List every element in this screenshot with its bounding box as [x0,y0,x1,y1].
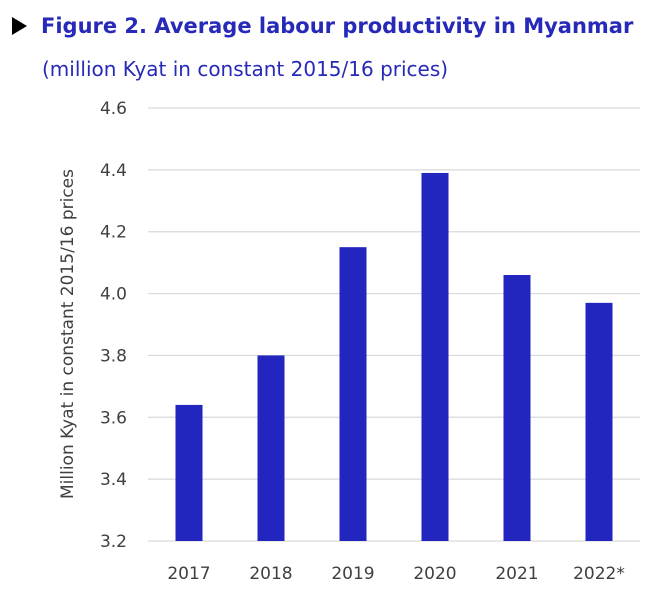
gridlines [148,107,640,542]
y-tick-label: 3.6 [100,408,127,428]
x-axis-ticks: 2017 2018 2019 2020 2021 2022* [167,564,625,584]
y-tick-label: 3.8 [100,346,127,366]
x-tick-label: 2017 [167,564,210,584]
y-tick-label: 4.6 [100,99,127,119]
y-tick-label: 3.2 [100,532,127,552]
bar-2020 [421,172,449,541]
bar-2022-star [585,302,613,541]
x-tick-label: 2019 [331,564,374,584]
y-tick-label: 3.4 [100,470,127,490]
bar-2017 [175,404,203,541]
bar-2021 [503,275,531,541]
y-tick-label: 4.4 [100,161,127,181]
y-axis-ticks: 3.2 3.4 3.6 3.8 4.0 4.2 4.4 4.6 [100,99,127,552]
bars [175,172,613,541]
x-tick-label: 2021 [495,564,538,584]
figure-subtitle: (million Kyat in constant 2015/16 prices… [42,57,449,81]
y-tick-label: 4.0 [100,285,127,305]
bar-2019 [339,247,367,541]
bar-2018 [257,355,285,541]
figure-title: Figure 2. Average labour productivity in… [41,14,634,38]
figure-title-row: Figure 2. Average labour productivity in… [12,14,633,38]
x-tick-label: 2020 [413,564,456,584]
y-tick-label: 4.2 [100,223,127,243]
triangle-marker-icon [12,17,27,35]
y-axis-label: Million Kyat in constant 2015/16 prices [58,169,78,499]
x-tick-label: 2018 [249,564,292,584]
x-tick-label: 2022* [573,564,625,584]
